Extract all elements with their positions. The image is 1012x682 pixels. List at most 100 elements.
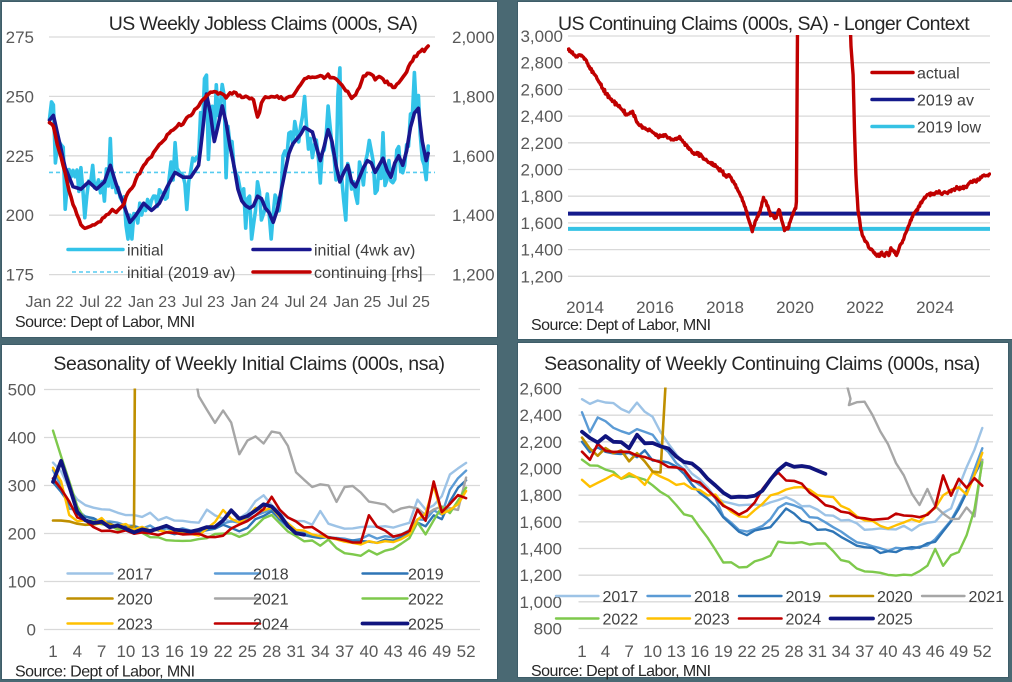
svg-text:initial: initial — [127, 243, 163, 260]
svg-text:16: 16 — [165, 642, 184, 661]
svg-text:2024: 2024 — [786, 612, 822, 629]
svg-text:2020: 2020 — [776, 298, 814, 317]
svg-text:2,400: 2,400 — [520, 107, 563, 126]
svg-text:7: 7 — [97, 642, 106, 661]
svg-text:Jan 22: Jan 22 — [25, 294, 73, 311]
svg-text:28: 28 — [262, 642, 281, 661]
svg-text:1: 1 — [48, 642, 57, 661]
svg-text:Source: Dept of Labor, MNI: Source: Dept of Labor, MNI — [15, 314, 195, 331]
svg-text:2,800: 2,800 — [520, 54, 563, 73]
svg-text:275: 275 — [6, 28, 34, 47]
svg-text:2,600: 2,600 — [520, 80, 563, 99]
svg-text:10: 10 — [643, 642, 662, 661]
svg-text:22: 22 — [214, 642, 233, 661]
svg-text:13: 13 — [667, 642, 686, 661]
svg-text:initial (2019 av): initial (2019 av) — [127, 265, 236, 282]
svg-text:43: 43 — [902, 642, 921, 661]
svg-text:Jul 25: Jul 25 — [387, 294, 430, 311]
svg-text:1,400: 1,400 — [519, 540, 562, 559]
svg-text:2017: 2017 — [117, 567, 153, 584]
svg-text:2,000: 2,000 — [520, 161, 563, 180]
svg-text:300: 300 — [8, 477, 36, 496]
svg-text:34: 34 — [832, 642, 851, 661]
svg-text:25: 25 — [761, 642, 780, 661]
svg-text:31: 31 — [287, 642, 306, 661]
svg-text:500: 500 — [8, 381, 36, 400]
svg-text:40: 40 — [359, 642, 378, 661]
svg-text:Source: Dept of Labor, MNI: Source: Dept of Labor, MNI — [531, 663, 711, 680]
svg-text:250: 250 — [6, 87, 34, 106]
svg-text:1,800: 1,800 — [452, 87, 495, 106]
svg-text:2022: 2022 — [408, 592, 444, 609]
svg-text:37: 37 — [855, 642, 874, 661]
svg-text:200: 200 — [8, 525, 36, 544]
svg-text:800: 800 — [534, 620, 562, 639]
svg-text:Jul 23: Jul 23 — [182, 294, 225, 311]
svg-text:2025: 2025 — [877, 612, 913, 629]
svg-text:US Continuing Claims (000s, SA: US Continuing Claims (000s, SA) - Longer… — [558, 13, 970, 35]
svg-text:1,600: 1,600 — [519, 513, 562, 532]
svg-text:2,200: 2,200 — [519, 433, 562, 452]
svg-text:1,600: 1,600 — [452, 147, 495, 166]
svg-text:1,200: 1,200 — [452, 266, 495, 285]
svg-text:continuing [rhs]: continuing [rhs] — [314, 265, 423, 282]
svg-text:2023: 2023 — [117, 617, 153, 634]
svg-text:2019: 2019 — [408, 567, 444, 584]
svg-text:2024: 2024 — [253, 617, 289, 634]
svg-text:2018: 2018 — [253, 567, 289, 584]
svg-text:2014: 2014 — [566, 298, 604, 317]
svg-text:2024: 2024 — [916, 298, 954, 317]
svg-text:1,400: 1,400 — [520, 241, 563, 260]
svg-text:2,400: 2,400 — [519, 406, 562, 425]
svg-text:2023: 2023 — [694, 612, 730, 629]
svg-text:25: 25 — [238, 642, 257, 661]
svg-text:2021: 2021 — [969, 589, 1005, 606]
svg-text:1,200: 1,200 — [520, 267, 563, 286]
svg-text:2019: 2019 — [786, 589, 822, 606]
svg-text:2025: 2025 — [408, 617, 444, 634]
svg-text:0: 0 — [27, 621, 36, 640]
svg-text:34: 34 — [311, 642, 330, 661]
svg-text:13: 13 — [141, 642, 160, 661]
svg-text:4: 4 — [73, 642, 82, 661]
svg-text:1,800: 1,800 — [519, 486, 562, 505]
svg-text:Seasonality of Weekly Initial: Seasonality of Weekly Initial Claims (00… — [53, 353, 444, 375]
svg-text:2,600: 2,600 — [519, 380, 562, 399]
svg-text:49: 49 — [949, 642, 968, 661]
svg-text:4: 4 — [601, 642, 610, 661]
svg-text:200: 200 — [6, 206, 34, 225]
svg-text:100: 100 — [8, 573, 36, 592]
svg-text:2017: 2017 — [603, 589, 639, 606]
svg-text:2020: 2020 — [877, 589, 913, 606]
svg-text:Source: Dept of Labor, MNI: Source: Dept of Labor, MNI — [15, 664, 195, 681]
svg-text:19: 19 — [189, 642, 208, 661]
svg-text:Jan 25: Jan 25 — [333, 294, 381, 311]
svg-text:49: 49 — [432, 642, 451, 661]
svg-text:1,000: 1,000 — [519, 593, 562, 612]
svg-text:52: 52 — [457, 642, 476, 661]
svg-text:2018: 2018 — [694, 589, 730, 606]
svg-text:2020: 2020 — [117, 592, 153, 609]
svg-text:19: 19 — [714, 642, 733, 661]
svg-text:7: 7 — [624, 642, 633, 661]
svg-text:43: 43 — [384, 642, 403, 661]
svg-text:22: 22 — [737, 642, 756, 661]
svg-text:2018: 2018 — [706, 298, 744, 317]
svg-text:1,600: 1,600 — [520, 214, 563, 233]
svg-text:16: 16 — [690, 642, 709, 661]
svg-text:1,400: 1,400 — [452, 206, 495, 225]
svg-text:3,000: 3,000 — [520, 27, 563, 46]
svg-text:Jul 22: Jul 22 — [79, 294, 122, 311]
svg-text:10: 10 — [116, 642, 135, 661]
svg-text:2016: 2016 — [636, 298, 674, 317]
svg-text:2022: 2022 — [603, 612, 639, 629]
svg-text:2,200: 2,200 — [520, 134, 563, 153]
svg-text:Jul 24: Jul 24 — [285, 294, 328, 311]
svg-text:1,200: 1,200 — [519, 566, 562, 585]
svg-text:actual: actual — [917, 66, 960, 83]
svg-text:Jan 23: Jan 23 — [128, 294, 176, 311]
svg-text:28: 28 — [785, 642, 804, 661]
svg-text:Jan 24: Jan 24 — [231, 294, 279, 311]
svg-text:2,000: 2,000 — [519, 460, 562, 479]
svg-text:2021: 2021 — [253, 592, 289, 609]
